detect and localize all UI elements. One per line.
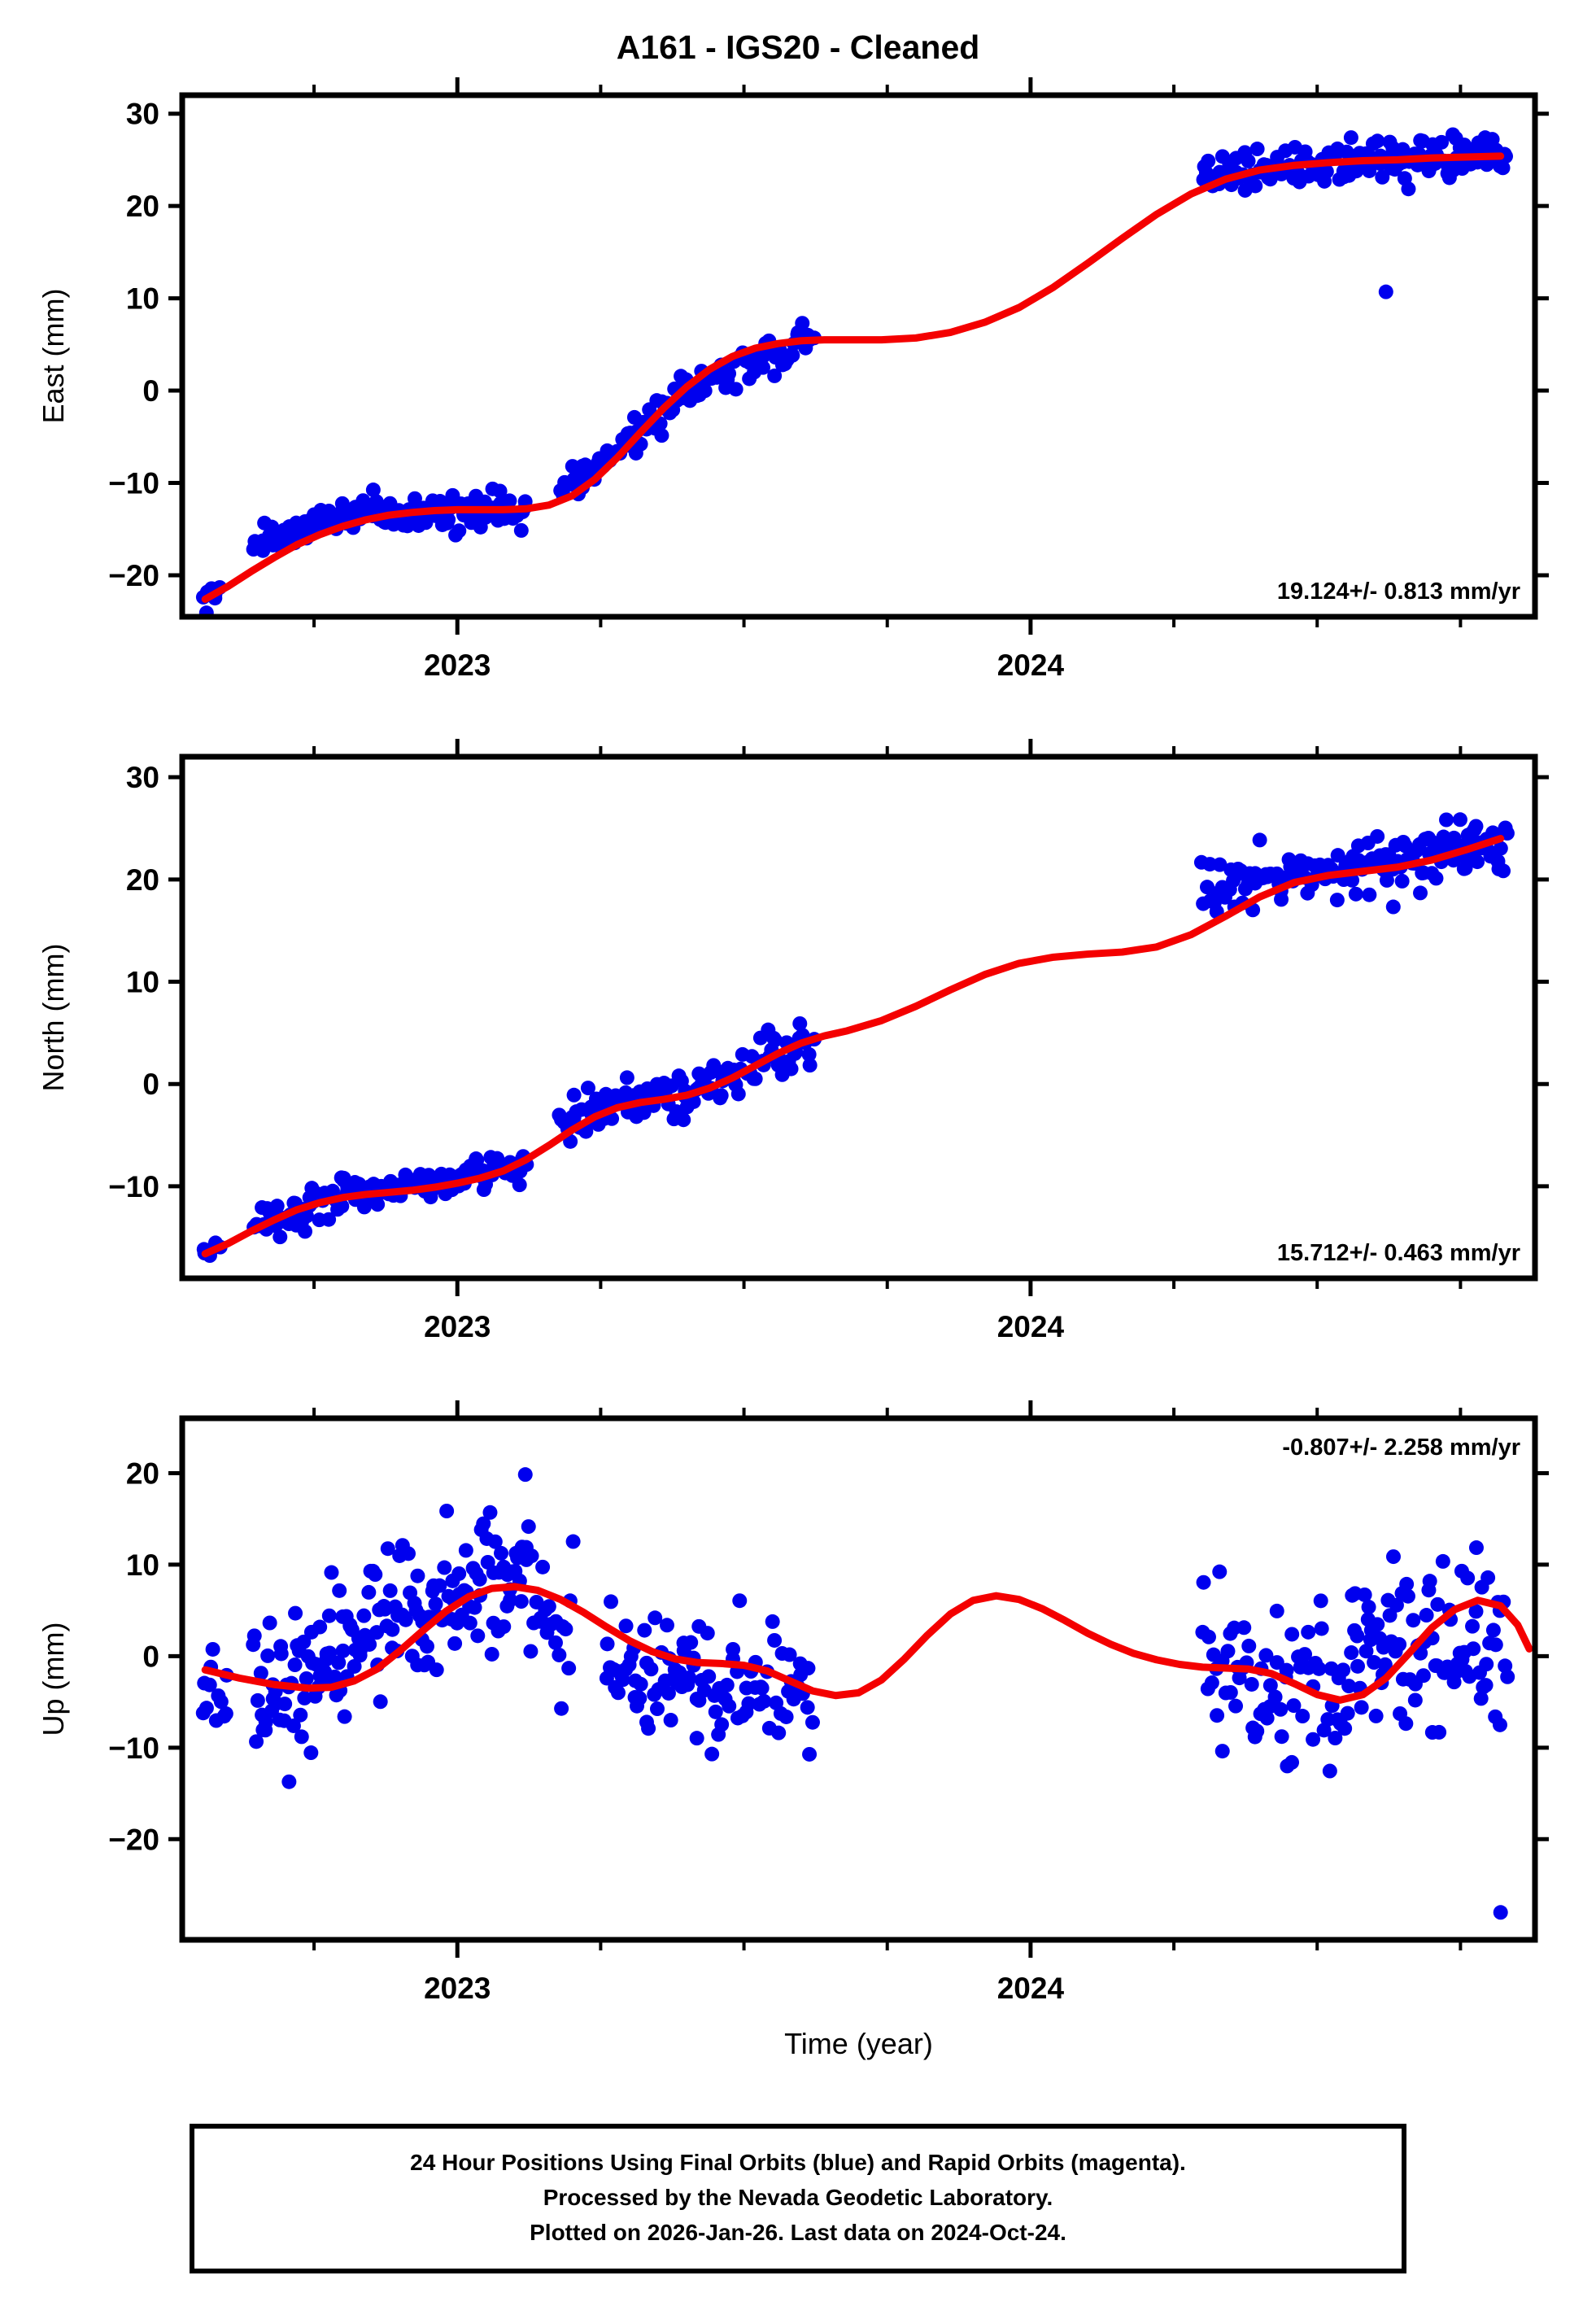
x-tick-label-east: 2024 [997, 649, 1065, 682]
y-tick-label-east: 30 [126, 98, 159, 131]
y-tick-label-east: 20 [126, 190, 159, 223]
chart-panel-up: 20 10 0 −10 −20 2023 2024 Up (mm) -0.807+/- 2.25… [37, 1400, 1549, 2060]
y-tick-label-east: −10 [108, 466, 159, 500]
x-tick-label-north: 2023 [424, 1310, 491, 1343]
plot-frame-east [179, 92, 1538, 620]
caption-border [190, 2124, 1406, 2273]
rate-annotation-north: 15.712+/- 0.463 mm/yr [1277, 1240, 1520, 1266]
caption-box: 24 Hour Positions Using Final Orbits (bl… [190, 2124, 1406, 2273]
x-tick-label-east: 2023 [424, 649, 491, 682]
y-tick-label-north: 30 [126, 761, 159, 794]
x-tick-label-up: 2023 [424, 1972, 491, 2005]
x-tick-label-up: 2024 [997, 1972, 1065, 2005]
plot-frame-north [179, 753, 1538, 1282]
y-tick-label-up: 20 [126, 1457, 159, 1490]
y-tick-label-north: 20 [126, 863, 159, 897]
y-tick-label-east: −20 [108, 559, 159, 592]
caption-line-3: Plotted on 2026-Jan-26. Last data on 202… [530, 2220, 1066, 2245]
page-title: A161 - IGS20 - Cleaned [617, 28, 980, 66]
y-axis-label-east: East (mm) [37, 289, 70, 424]
chart-panel-north: 30 20 10 0 −10 2023 2024 North (mm) 15.712+/- 0.… [37, 739, 1549, 1343]
y-tick-label-north: 10 [126, 966, 159, 999]
model-trend-line-east [201, 152, 1505, 603]
chart-panel-east: 30 20 10 0 −10 −20 2023 2024 East (mm) 19.124+/- … [37, 77, 1549, 682]
y-tick-label-north: −10 [108, 1170, 159, 1203]
y-tick-label-east: 0 [142, 374, 159, 408]
caption-line-2: Processed by the Nevada Geodetic Laborat… [543, 2185, 1053, 2210]
y-tick-label-north: 0 [142, 1068, 159, 1101]
plot-frame-up [179, 1415, 1538, 1943]
y-tick-label-east: 10 [126, 282, 159, 316]
x-tick-label-north: 2024 [997, 1310, 1065, 1343]
model-trend-line-up [201, 1583, 1533, 1704]
y-axis-label-up: Up (mm) [37, 1622, 70, 1736]
y-tick-label-up: −10 [108, 1732, 159, 1765]
rate-annotation-east: 19.124+/- 0.813 mm/yr [1277, 579, 1520, 605]
rate-annotation-up: -0.807+/- 2.258 mm/yr [1282, 1435, 1520, 1461]
y-tick-label-up: −20 [108, 1823, 159, 1856]
x-axis-label: Time (year) [784, 2027, 933, 2060]
y-tick-label-up: 0 [142, 1640, 159, 1673]
y-axis-label-north: North (mm) [37, 944, 70, 1092]
caption-line-1: 24 Hour Positions Using Final Orbits (bl… [410, 2150, 1186, 2175]
panel-group: 30 20 10 0 −10 −20 2023 2024 East (mm) 19.124+/- … [37, 77, 1549, 2060]
model-trend-line-north [201, 835, 1505, 1258]
y-tick-label-up: 10 [126, 1548, 159, 1582]
